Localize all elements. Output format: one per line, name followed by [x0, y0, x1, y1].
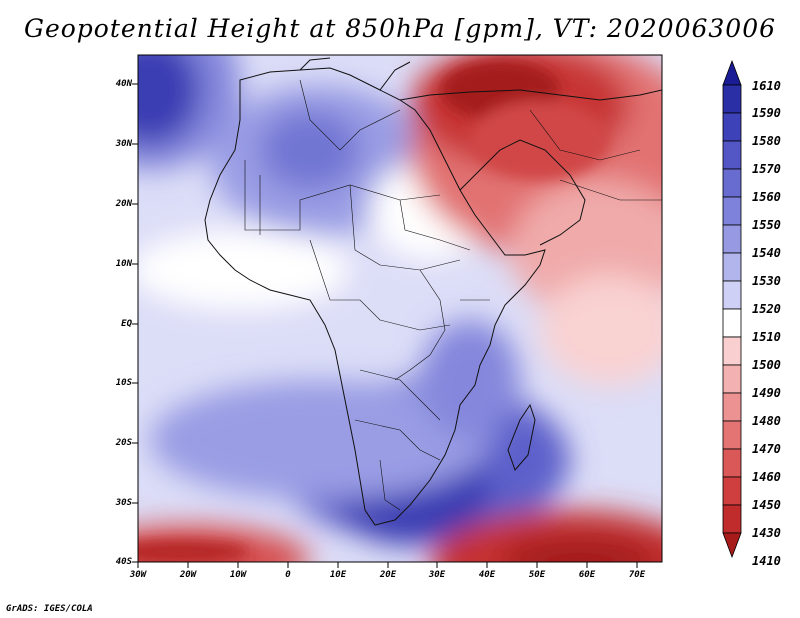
colorbar-swatch — [722, 448, 742, 478]
lat-label: EQ — [121, 319, 132, 329]
colorbar-swatch — [722, 252, 742, 282]
colorbar-label: 1530 — [752, 274, 781, 288]
lon-label: 10E — [329, 570, 347, 580]
colorbar-arrow-bottom — [722, 532, 742, 559]
colorbar-label: 1590 — [752, 106, 781, 120]
colorbar-swatch — [722, 168, 742, 198]
colorbar-swatch — [722, 196, 742, 226]
lon-label: 60E — [578, 570, 596, 580]
axis-ticks — [132, 83, 638, 568]
lon-label: 50E — [528, 570, 546, 580]
colorbar-swatch — [722, 84, 742, 114]
lat-label: 30N — [115, 139, 132, 149]
colorbar-label: 1580 — [752, 134, 781, 148]
lat-label: 20N — [115, 199, 132, 209]
colorbar-arrow-top — [722, 59, 742, 86]
lat-label: 40N — [115, 79, 132, 89]
colorbar-swatch — [722, 308, 742, 338]
colorbar-label: 1560 — [752, 190, 781, 204]
colorbar-label: 1540 — [752, 246, 781, 260]
lon-label: 30E — [428, 570, 446, 580]
colorbar-label: 1520 — [752, 302, 781, 316]
colorbar-swatch — [722, 336, 742, 366]
map-frame — [137, 54, 663, 563]
credit-text: GrADS: IGES/COLA — [6, 604, 93, 614]
lon-label: 30W — [129, 570, 147, 580]
colorbar-swatch — [722, 476, 742, 506]
lat-label: 20S — [115, 438, 132, 448]
lon-label: 0 — [285, 570, 291, 580]
colorbar-label: 1550 — [752, 218, 781, 232]
colorbar-swatch — [722, 224, 742, 254]
colorbar — [722, 59, 742, 559]
colorbar-swatch — [722, 364, 742, 394]
lon-label: 40E — [478, 570, 496, 580]
colorbar-label: 1490 — [752, 386, 781, 400]
lat-label: 30S — [115, 498, 132, 508]
map-title: Geopotential Height at 850hPa [gpm], VT:… — [23, 14, 777, 43]
colorbar-label: 1450 — [752, 498, 781, 512]
colorbar-swatch — [722, 140, 742, 170]
lon-label: 20W — [179, 570, 197, 580]
lon-label: 10W — [229, 570, 247, 580]
colorbar-swatch — [722, 420, 742, 450]
colorbar-label: 1510 — [752, 330, 781, 344]
colorbar-label: 1480 — [752, 414, 781, 428]
lon-label: 70E — [628, 570, 646, 580]
lat-label: 40S — [115, 557, 132, 567]
colorbar-swatch — [722, 392, 742, 422]
lat-label: 10S — [115, 378, 132, 388]
colorbar-label: 1410 — [752, 554, 781, 568]
colorbar-label: 1430 — [752, 526, 781, 540]
colorbar-swatch — [722, 504, 742, 534]
colorbar-label: 1610 — [752, 79, 781, 93]
colorbar-label: 1470 — [752, 442, 781, 456]
lon-label: 20E — [379, 570, 397, 580]
colorbar-label: 1460 — [752, 470, 781, 484]
colorbar-label: 1500 — [752, 358, 781, 372]
lat-label: 10N — [115, 259, 132, 269]
colorbar-swatch — [722, 280, 742, 310]
height-field — [138, 55, 662, 562]
colorbar-label: 1570 — [752, 162, 781, 176]
colorbar-swatch — [722, 112, 742, 142]
coastlines — [204, 57, 662, 526]
borders — [244, 79, 662, 511]
